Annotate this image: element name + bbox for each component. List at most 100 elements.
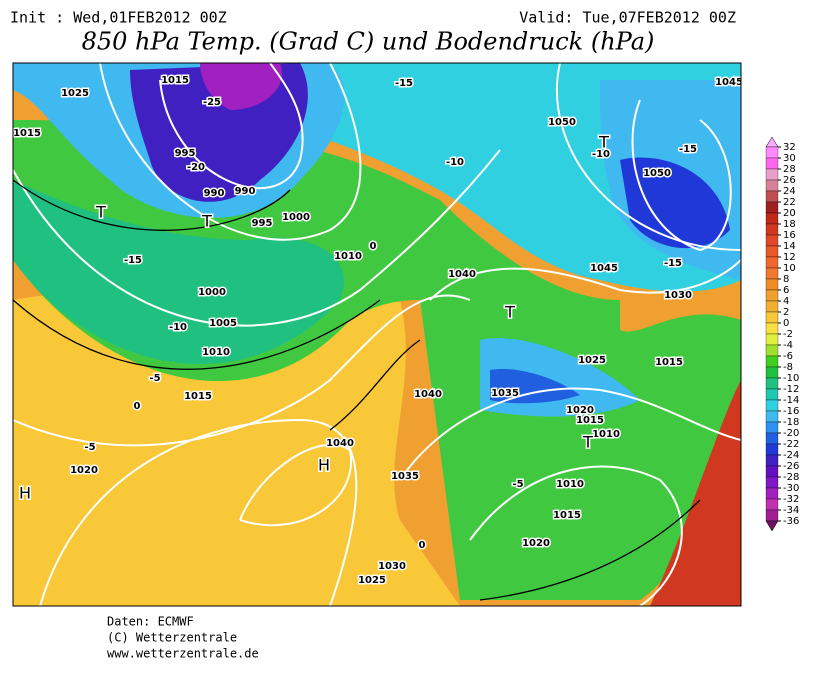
colorbar-label: 2	[783, 307, 789, 318]
pressure-center: H	[318, 456, 330, 475]
contour-label: 1010	[556, 479, 584, 490]
colorbar-label: 32	[783, 142, 796, 153]
map: 1015 1025 1015 995 990 990 995 1000 1000 1005 1010…	[13, 63, 743, 606]
contour-label: 1015	[184, 391, 212, 402]
colorbar-cell	[765, 454, 779, 467]
contour-label: 1025	[578, 355, 606, 366]
contour-label: 1045	[715, 77, 743, 88]
contour-label: 1040	[448, 269, 476, 280]
colorbar-label: -8	[783, 362, 793, 373]
colorbar-cell	[765, 201, 779, 214]
pressure-center: T	[582, 433, 593, 452]
contour-label: -5	[512, 479, 523, 490]
contour-label: -10	[592, 149, 610, 160]
colorbar-cell	[765, 245, 779, 258]
valid-time: Valid: Tue,07FEB2012 00Z	[519, 9, 736, 27]
pressure-center: T	[598, 133, 609, 152]
pressure-center: T	[201, 212, 212, 231]
colorbar-cell	[765, 443, 779, 456]
footer-url: www.wetterzentrale.de	[107, 647, 259, 661]
colorbar-cell	[765, 234, 779, 247]
colorbar-label: 30	[783, 153, 796, 164]
contour-label: 995	[252, 218, 273, 229]
colorbar-cell	[765, 399, 779, 412]
colorbar-cell	[765, 509, 779, 522]
contour-label: 0	[134, 401, 141, 412]
colorbar-label: -18	[783, 417, 799, 428]
contour-label: 1015	[161, 75, 189, 86]
map-title: 850 hPa Temp. (Grad C) und Bodendruck (h…	[82, 28, 655, 56]
colorbar-cell	[765, 289, 779, 302]
contour-label: -10	[446, 157, 464, 168]
colorbar-label: -4	[783, 340, 793, 351]
contour-label: 1015	[553, 510, 581, 521]
contour-label: 1000	[198, 287, 226, 298]
pressure-center: T	[95, 203, 106, 222]
contour-label: -15	[664, 258, 682, 269]
colorbar-cell	[765, 421, 779, 434]
contour-label: 1010	[202, 347, 230, 358]
contour-label: 1025	[358, 575, 386, 586]
colorbar-label: -36	[783, 516, 799, 527]
contour-label: -5	[84, 442, 95, 453]
colorbar-label: -30	[783, 483, 799, 494]
colorbar-cell	[765, 377, 779, 390]
contour-label: -20	[187, 162, 205, 173]
contour-label: -10	[169, 322, 187, 333]
contour-label: 990	[235, 186, 256, 197]
colorbar-label: -2	[783, 329, 793, 340]
colorbar-cell	[765, 168, 779, 181]
colorbar-cell	[765, 432, 779, 445]
contour-label: 1015	[655, 357, 683, 368]
contour-label: 0	[419, 540, 426, 551]
colorbar-cell	[765, 256, 779, 269]
contour-label: -5	[149, 373, 160, 384]
contour-label: 0	[370, 241, 377, 252]
colorbar-label: -22	[783, 439, 799, 450]
colorbar-label: 20	[783, 208, 796, 219]
colorbar-label: 24	[783, 186, 796, 197]
contour-label: 1050	[643, 168, 671, 179]
contour-label: 1015	[13, 128, 41, 139]
colorbar-cell	[765, 322, 779, 335]
colorbar-cell	[765, 344, 779, 357]
colorbar-cell	[765, 476, 779, 489]
colorbar-cell	[765, 190, 779, 203]
colorbar-cell	[765, 366, 779, 379]
contour-label: 1015	[576, 415, 604, 426]
colorbar-label: 6	[783, 285, 789, 296]
init-time: Init : Wed,01FEB2012 00Z	[10, 9, 227, 27]
colorbar-cell	[765, 388, 779, 401]
colorbar-label: 10	[783, 263, 796, 274]
contour-label: 990	[204, 188, 225, 199]
contour-label: 1020	[522, 538, 550, 549]
colorbar-cell	[765, 300, 779, 313]
colorbar-cell	[765, 487, 779, 500]
colorbar-cell	[765, 267, 779, 280]
colorbar-end	[765, 520, 779, 532]
colorbar-cell	[765, 157, 779, 170]
footer-source: Daten: ECMWF	[107, 615, 194, 629]
colorbar-label: -14	[783, 395, 799, 406]
colorbar-label: 28	[783, 164, 796, 175]
colorbar-label: 14	[783, 241, 796, 252]
colorbar-label: -20	[783, 428, 799, 439]
colorbar-cell	[765, 223, 779, 236]
contour-label: -25	[203, 97, 221, 108]
colorbar-label: 26	[783, 175, 796, 186]
colorbar-label: -6	[783, 351, 793, 362]
colorbar-label: 12	[783, 252, 796, 263]
contour-label: 1020	[566, 405, 594, 416]
contour-label: 1035	[391, 471, 419, 482]
contour-label: 1040	[414, 389, 442, 400]
contour-label: 1005	[209, 318, 237, 329]
colorbar-cell	[765, 333, 779, 346]
colorbar-label: -24	[783, 450, 799, 461]
contour-label: 1050	[548, 117, 576, 128]
pressure-center: T	[504, 303, 515, 322]
map-frame	[12, 62, 742, 607]
contour-label: 1025	[61, 88, 89, 99]
colorbar-cell	[765, 498, 779, 511]
colorbar-label: 0	[783, 318, 789, 329]
colorbar-label: -34	[783, 505, 799, 516]
